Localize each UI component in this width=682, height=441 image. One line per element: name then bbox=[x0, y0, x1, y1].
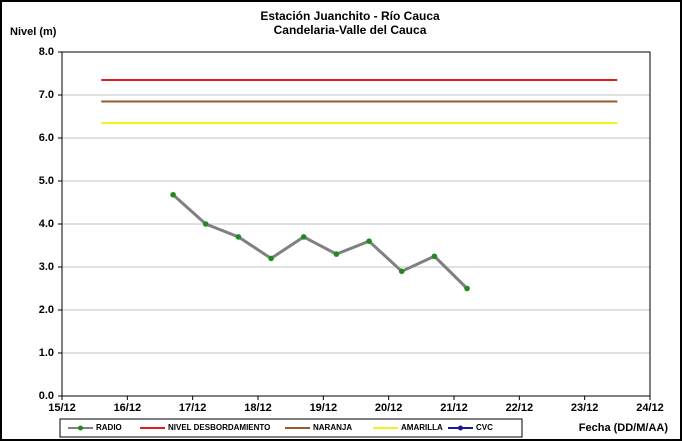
x-tick-label: 19/12 bbox=[310, 402, 338, 414]
x-tick-label: 16/12 bbox=[114, 402, 142, 414]
point bbox=[431, 253, 438, 260]
point bbox=[235, 234, 242, 240]
y-tick-label: 1.0 bbox=[39, 347, 54, 359]
point bbox=[333, 251, 340, 257]
x-tick-label: 18/12 bbox=[244, 402, 272, 414]
point bbox=[300, 234, 307, 240]
x-tick-label: 17/12 bbox=[179, 402, 207, 414]
series-line bbox=[172, 193, 469, 290]
y-axis-label: Nivel (m) bbox=[10, 26, 57, 38]
legend-marker bbox=[458, 425, 463, 431]
x-tick-label: 22/12 bbox=[506, 402, 534, 414]
x-tick-label: 24/12 bbox=[636, 402, 664, 414]
legend-label: RADIO bbox=[96, 423, 122, 432]
y-tick-label: 7.0 bbox=[39, 89, 54, 101]
x-tick-label: 21/12 bbox=[440, 402, 468, 414]
point bbox=[366, 238, 372, 244]
y-tick-label: 8.0 bbox=[39, 46, 54, 58]
y-tick-label: 0.0 bbox=[39, 390, 54, 402]
point bbox=[268, 255, 274, 262]
legend-marker bbox=[78, 425, 83, 431]
x-tick-label: 20/12 bbox=[375, 402, 403, 414]
legend-label: NIVEL DESBORDAMIENTO bbox=[168, 423, 270, 432]
legend-label: CVC bbox=[476, 423, 493, 432]
plot-border bbox=[61, 51, 651, 397]
point bbox=[202, 221, 209, 227]
legend-label: NARANJA bbox=[313, 423, 352, 432]
y-tick-label: 4.0 bbox=[39, 218, 54, 230]
x-tick-label: 23/12 bbox=[571, 402, 599, 414]
point bbox=[398, 268, 405, 275]
x-tick-label: 15/12 bbox=[48, 402, 76, 414]
legend-label: AMARILLA bbox=[401, 423, 443, 432]
y-tick-label: 2.0 bbox=[39, 304, 54, 316]
y-tick-label: 3.0 bbox=[39, 261, 54, 273]
x-axis-label: Fecha (DD/M/AA) bbox=[579, 422, 669, 434]
y-tick-label: 5.0 bbox=[39, 175, 54, 187]
chart-title: Estación Juanchito - Río Cauca bbox=[260, 9, 440, 23]
point bbox=[170, 191, 176, 198]
y-tick-label: 6.0 bbox=[39, 132, 54, 144]
point bbox=[464, 285, 470, 292]
chart-subtitle: Candelaria-Valle del Cauca bbox=[274, 23, 427, 37]
